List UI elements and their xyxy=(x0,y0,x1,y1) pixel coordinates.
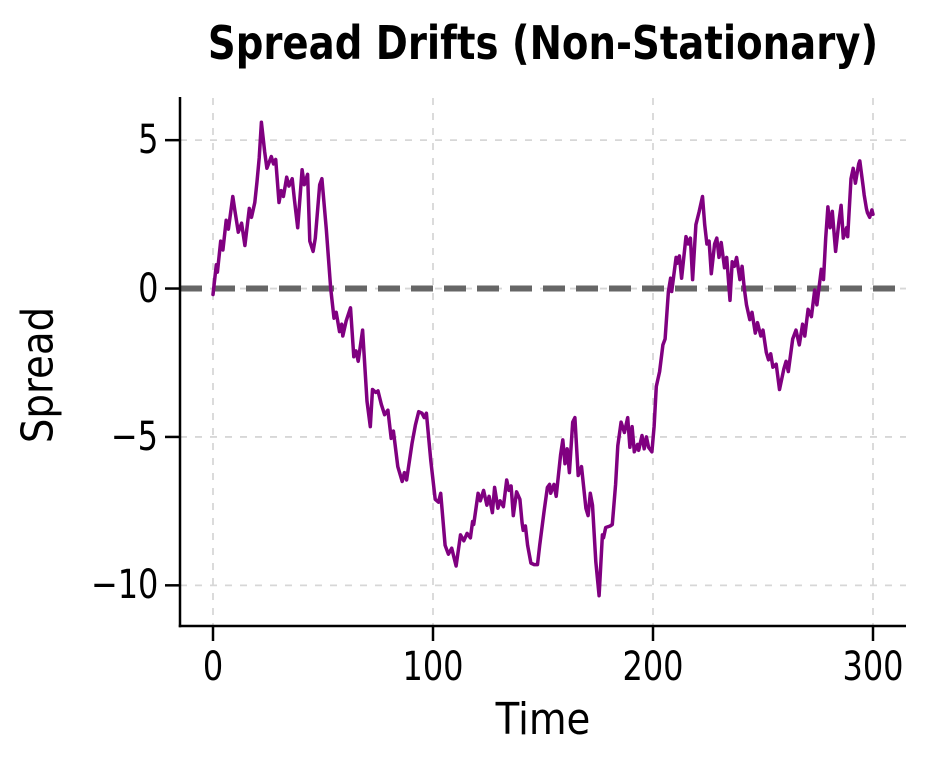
tick-marks xyxy=(165,138,875,641)
x-tick-label: 100 xyxy=(402,644,464,690)
x-axis-label: Time xyxy=(495,694,591,745)
x-tick-label: 200 xyxy=(622,644,684,690)
y-axis-label: Spread xyxy=(12,306,64,444)
gridlines xyxy=(180,98,906,626)
y-tick-label: 0 xyxy=(137,265,158,312)
chart-title: Spread Drifts (Non-Stationary) xyxy=(207,16,879,70)
x-tick-label: 300 xyxy=(842,644,904,690)
y-tick-label: −5 xyxy=(110,413,158,460)
axis-spines xyxy=(178,97,906,628)
spread-series-line xyxy=(211,120,875,598)
x-tick-label: 0 xyxy=(202,644,224,690)
y-tick-label: −10 xyxy=(90,562,158,609)
y-tick-label: 5 xyxy=(137,117,158,164)
